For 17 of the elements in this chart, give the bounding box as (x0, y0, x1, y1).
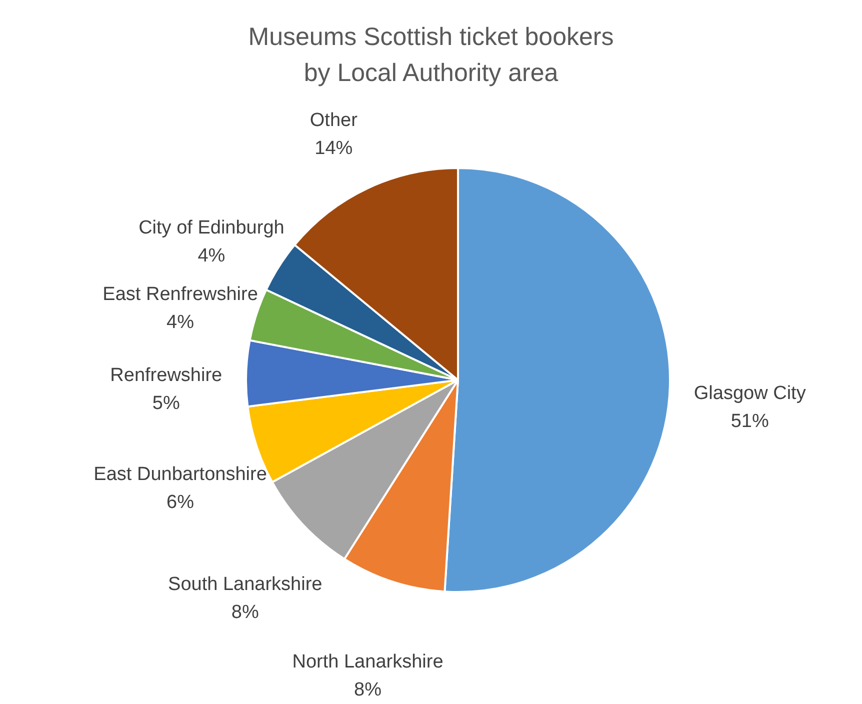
data-label: 6% (166, 492, 194, 514)
data-label: 4% (166, 312, 194, 333)
data-label: 14% (314, 138, 353, 159)
slice-label: North Lanarkshire (292, 652, 444, 673)
data-label: 51% (730, 411, 769, 432)
slice-label: Glasgow City (694, 383, 806, 404)
data-label: 5% (152, 392, 180, 414)
slice-label: Renfrewshire (110, 364, 222, 386)
slice-label: East Dunbartonshire (94, 464, 267, 486)
chart-title: Museums Scottish ticket bookers by Local Authority area (248, 23, 614, 87)
data-label: 8% (231, 602, 259, 623)
data-label: 4% (198, 246, 226, 267)
slice-label: South Lanarkshire (168, 574, 322, 595)
slice-label: City of Edinburgh (138, 218, 284, 239)
data-label: 8% (354, 680, 382, 701)
slice-label: Other (310, 110, 358, 131)
slice-label: East Renfrewshire (102, 284, 258, 305)
